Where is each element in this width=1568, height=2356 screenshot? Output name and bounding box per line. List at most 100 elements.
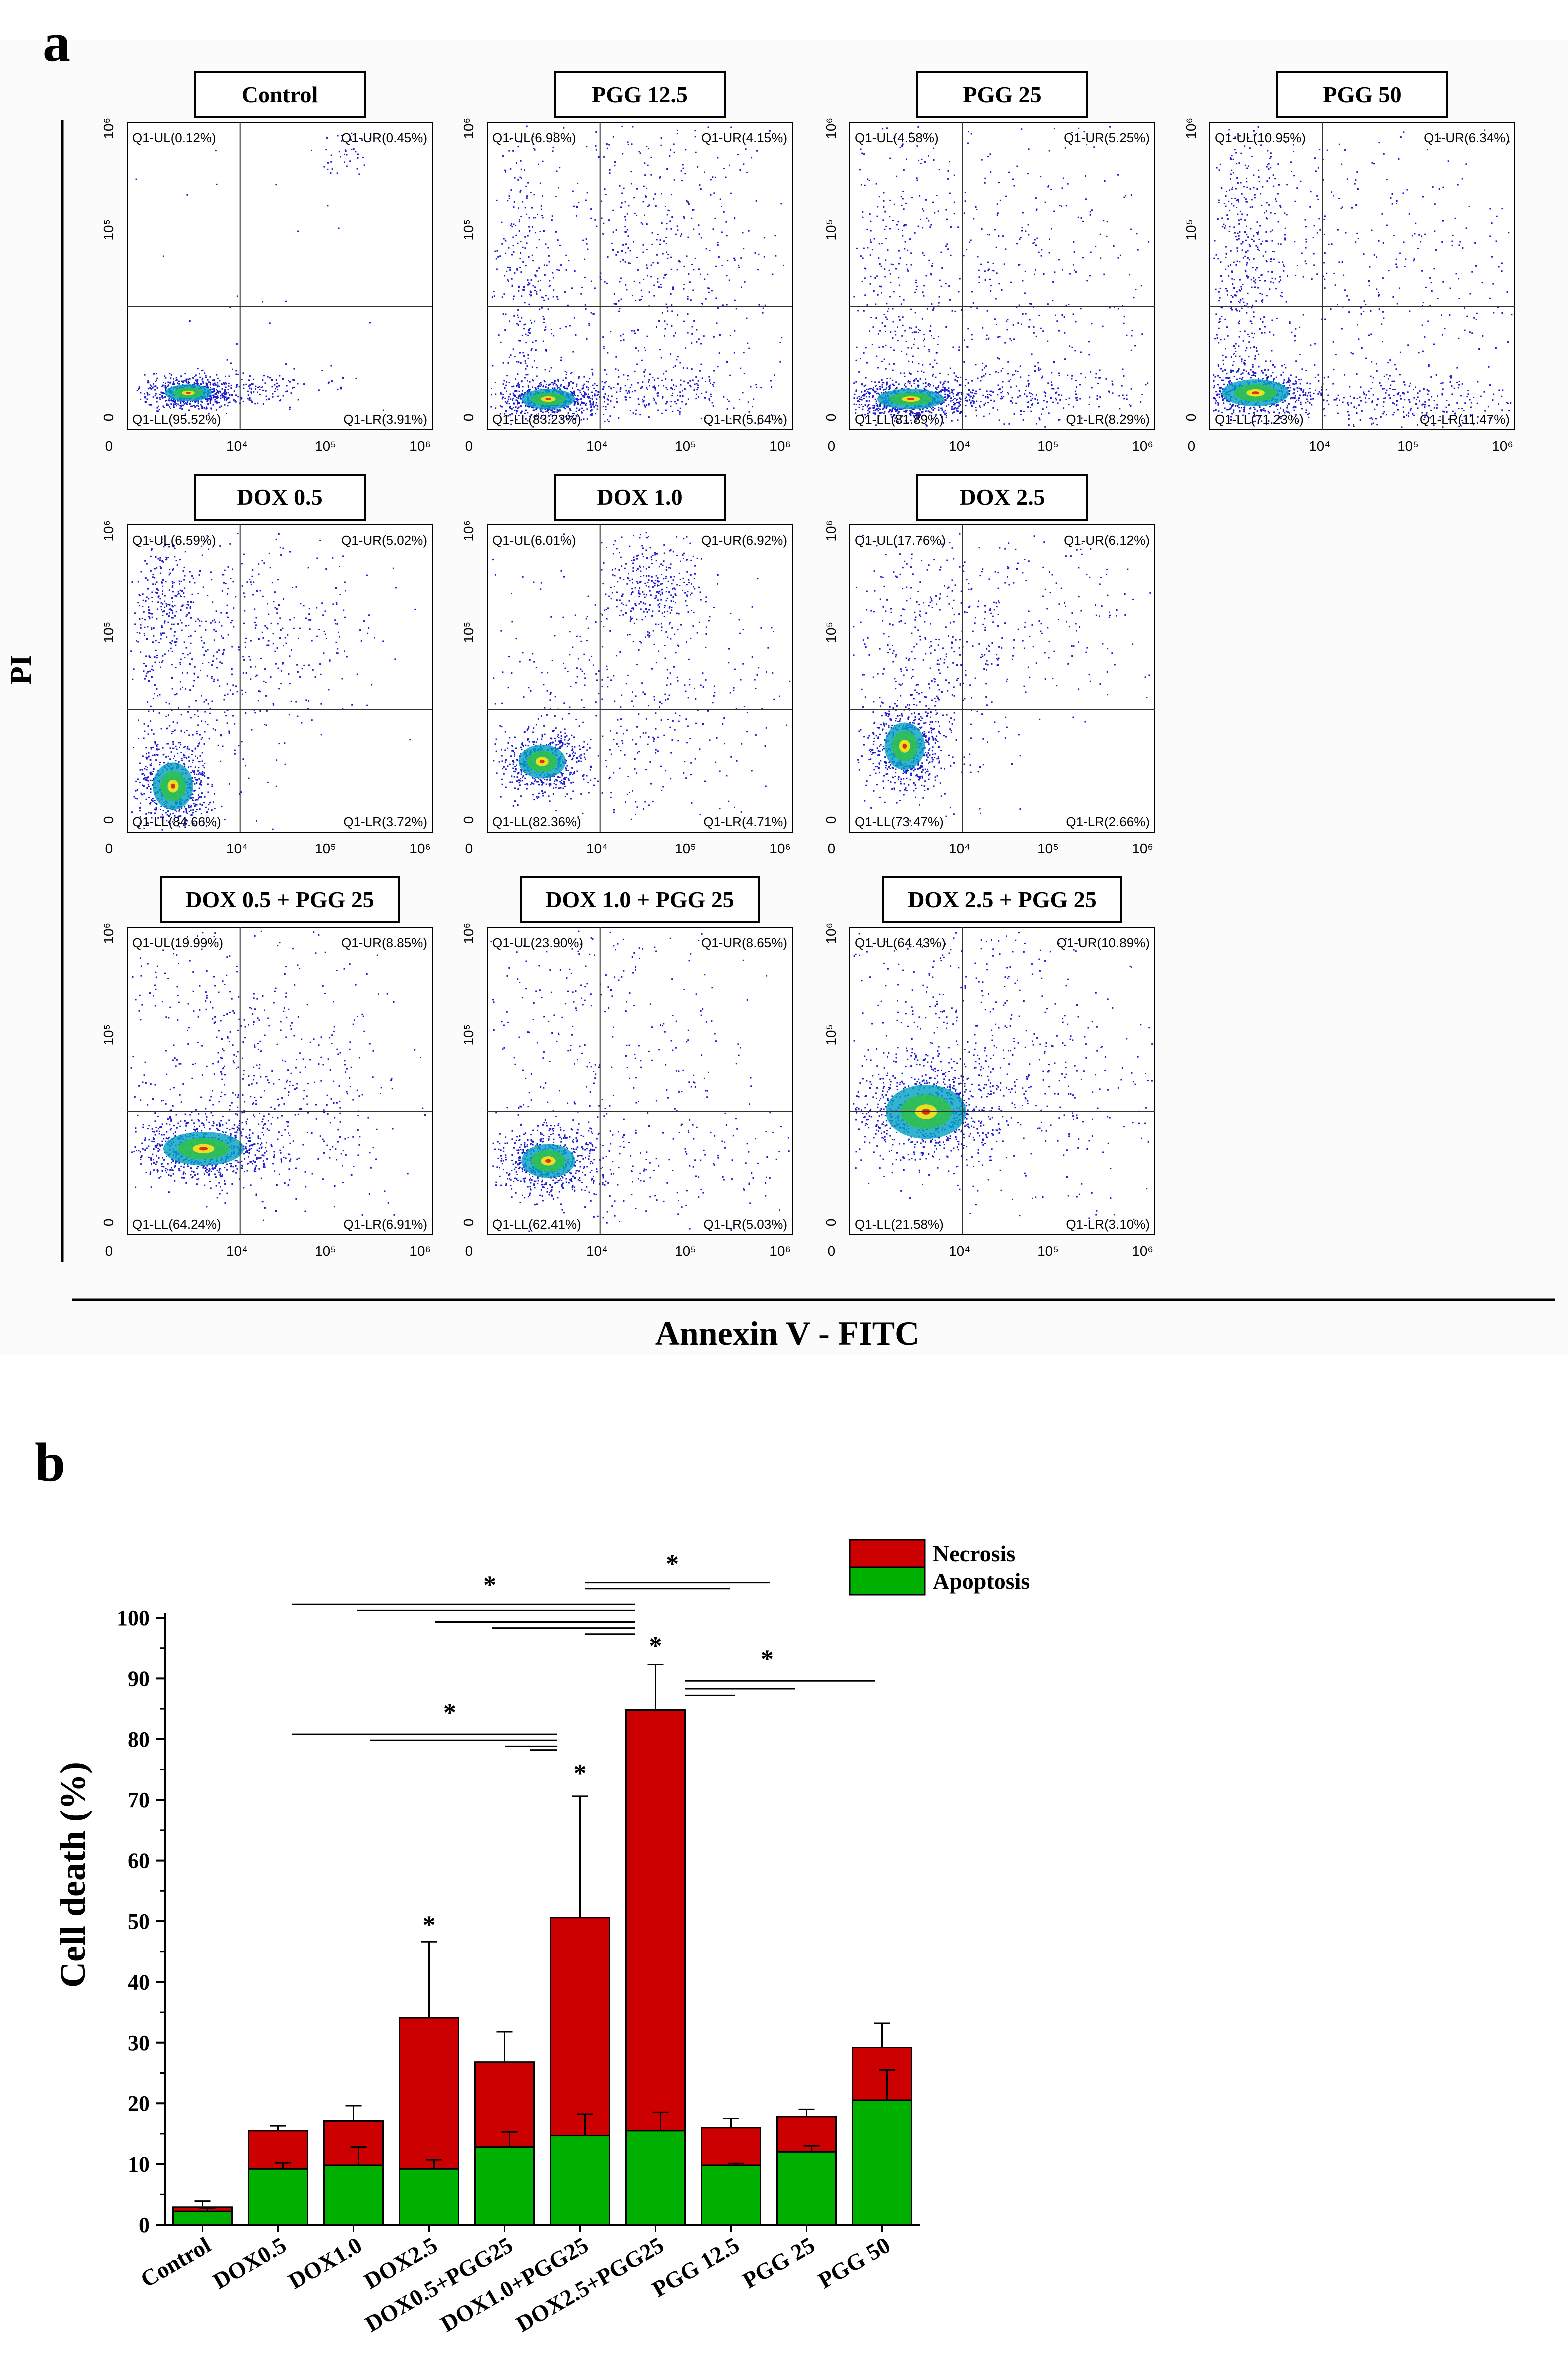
cell-event xyxy=(1109,307,1111,309)
cell-event xyxy=(1368,280,1370,282)
cell-event xyxy=(1242,414,1244,416)
cell-event xyxy=(855,390,857,392)
cell-event xyxy=(1246,275,1248,277)
cell-event xyxy=(956,394,958,395)
cell-event xyxy=(194,401,196,403)
cell-event xyxy=(211,399,213,401)
cell-event xyxy=(968,393,970,395)
cell-event xyxy=(180,406,182,408)
cell-event xyxy=(1012,178,1014,180)
cell-event xyxy=(693,320,695,322)
cell-event xyxy=(1003,396,1005,398)
cell-event xyxy=(1033,242,1035,244)
cell-event xyxy=(933,385,934,387)
cell-event xyxy=(859,169,861,171)
cell-event xyxy=(583,383,585,385)
cell-event xyxy=(247,390,249,392)
cell-event xyxy=(993,400,995,402)
cell-event xyxy=(1378,295,1380,297)
cell-event xyxy=(863,398,865,399)
cell-event xyxy=(873,290,875,292)
cell-event xyxy=(1428,365,1430,367)
cell-event xyxy=(955,375,957,377)
cell-event xyxy=(1284,400,1286,402)
cell-event xyxy=(553,411,555,413)
cell-event xyxy=(1037,402,1039,404)
cell-event xyxy=(237,396,239,398)
cell-event xyxy=(910,308,912,310)
cell-event xyxy=(918,414,920,416)
cell-event xyxy=(1293,144,1294,146)
cell-event xyxy=(1225,195,1227,197)
cell-event xyxy=(581,401,583,403)
cell-event xyxy=(520,177,522,179)
cell-event xyxy=(1030,303,1032,305)
cell-event xyxy=(1307,395,1309,397)
cell-event xyxy=(675,385,677,387)
cell-event xyxy=(592,374,594,376)
cell-event xyxy=(1233,287,1235,289)
cell-event xyxy=(520,168,522,170)
cell-event xyxy=(578,409,580,411)
cell-event xyxy=(1082,257,1084,259)
cell-event xyxy=(553,335,555,337)
cell-event xyxy=(596,385,598,387)
cell-event xyxy=(1273,380,1274,382)
cell-event xyxy=(1090,371,1092,373)
cell-event xyxy=(652,386,654,388)
cell-event xyxy=(162,255,164,257)
cell-event xyxy=(1218,199,1220,201)
cell-event xyxy=(979,405,981,407)
cell-event xyxy=(1265,360,1267,362)
cell-event xyxy=(702,303,703,305)
cell-event xyxy=(1433,343,1435,345)
cell-event xyxy=(888,363,890,365)
cell-event xyxy=(180,403,182,405)
cell-event xyxy=(511,284,513,286)
cell-event xyxy=(671,388,673,390)
cell-event xyxy=(214,397,216,399)
cell-event xyxy=(532,386,533,388)
cell-event xyxy=(230,394,232,396)
cell-event xyxy=(523,324,525,326)
cell-event xyxy=(1027,224,1029,226)
cell-event xyxy=(1220,368,1222,370)
cell-event xyxy=(708,376,710,378)
cell-event xyxy=(255,385,257,387)
cell-event xyxy=(1252,364,1254,366)
cell-event xyxy=(199,373,200,375)
cell-event xyxy=(909,410,911,412)
cell-event xyxy=(948,387,950,389)
cell-event xyxy=(216,400,218,402)
cell-event xyxy=(1324,252,1326,254)
cell-event xyxy=(513,223,515,225)
cell-event xyxy=(613,387,615,388)
cell-event xyxy=(679,395,681,397)
cell-event xyxy=(492,365,494,367)
cell-event xyxy=(711,290,713,292)
cell-event xyxy=(631,391,633,393)
cell-event xyxy=(860,184,862,186)
cell-event xyxy=(1274,366,1276,368)
cell-event xyxy=(959,404,961,406)
cell-event xyxy=(935,391,936,393)
cell-event xyxy=(713,382,715,384)
cell-event xyxy=(915,387,917,389)
cell-event xyxy=(933,337,935,339)
cell-event xyxy=(913,383,915,384)
cell-event xyxy=(547,247,549,249)
cell-event xyxy=(951,420,953,422)
cell-event xyxy=(216,374,218,376)
cell-event xyxy=(225,391,227,393)
cell-event xyxy=(1213,385,1215,387)
cell-event xyxy=(245,383,247,385)
cell-event xyxy=(705,248,707,250)
cell-event xyxy=(617,383,619,385)
cell-event xyxy=(975,390,977,392)
cell-event xyxy=(573,391,575,393)
cell-event xyxy=(904,330,906,332)
cell-event xyxy=(640,289,642,291)
cell-event xyxy=(664,274,666,276)
cell-event xyxy=(563,127,565,129)
cell-event xyxy=(693,389,695,391)
